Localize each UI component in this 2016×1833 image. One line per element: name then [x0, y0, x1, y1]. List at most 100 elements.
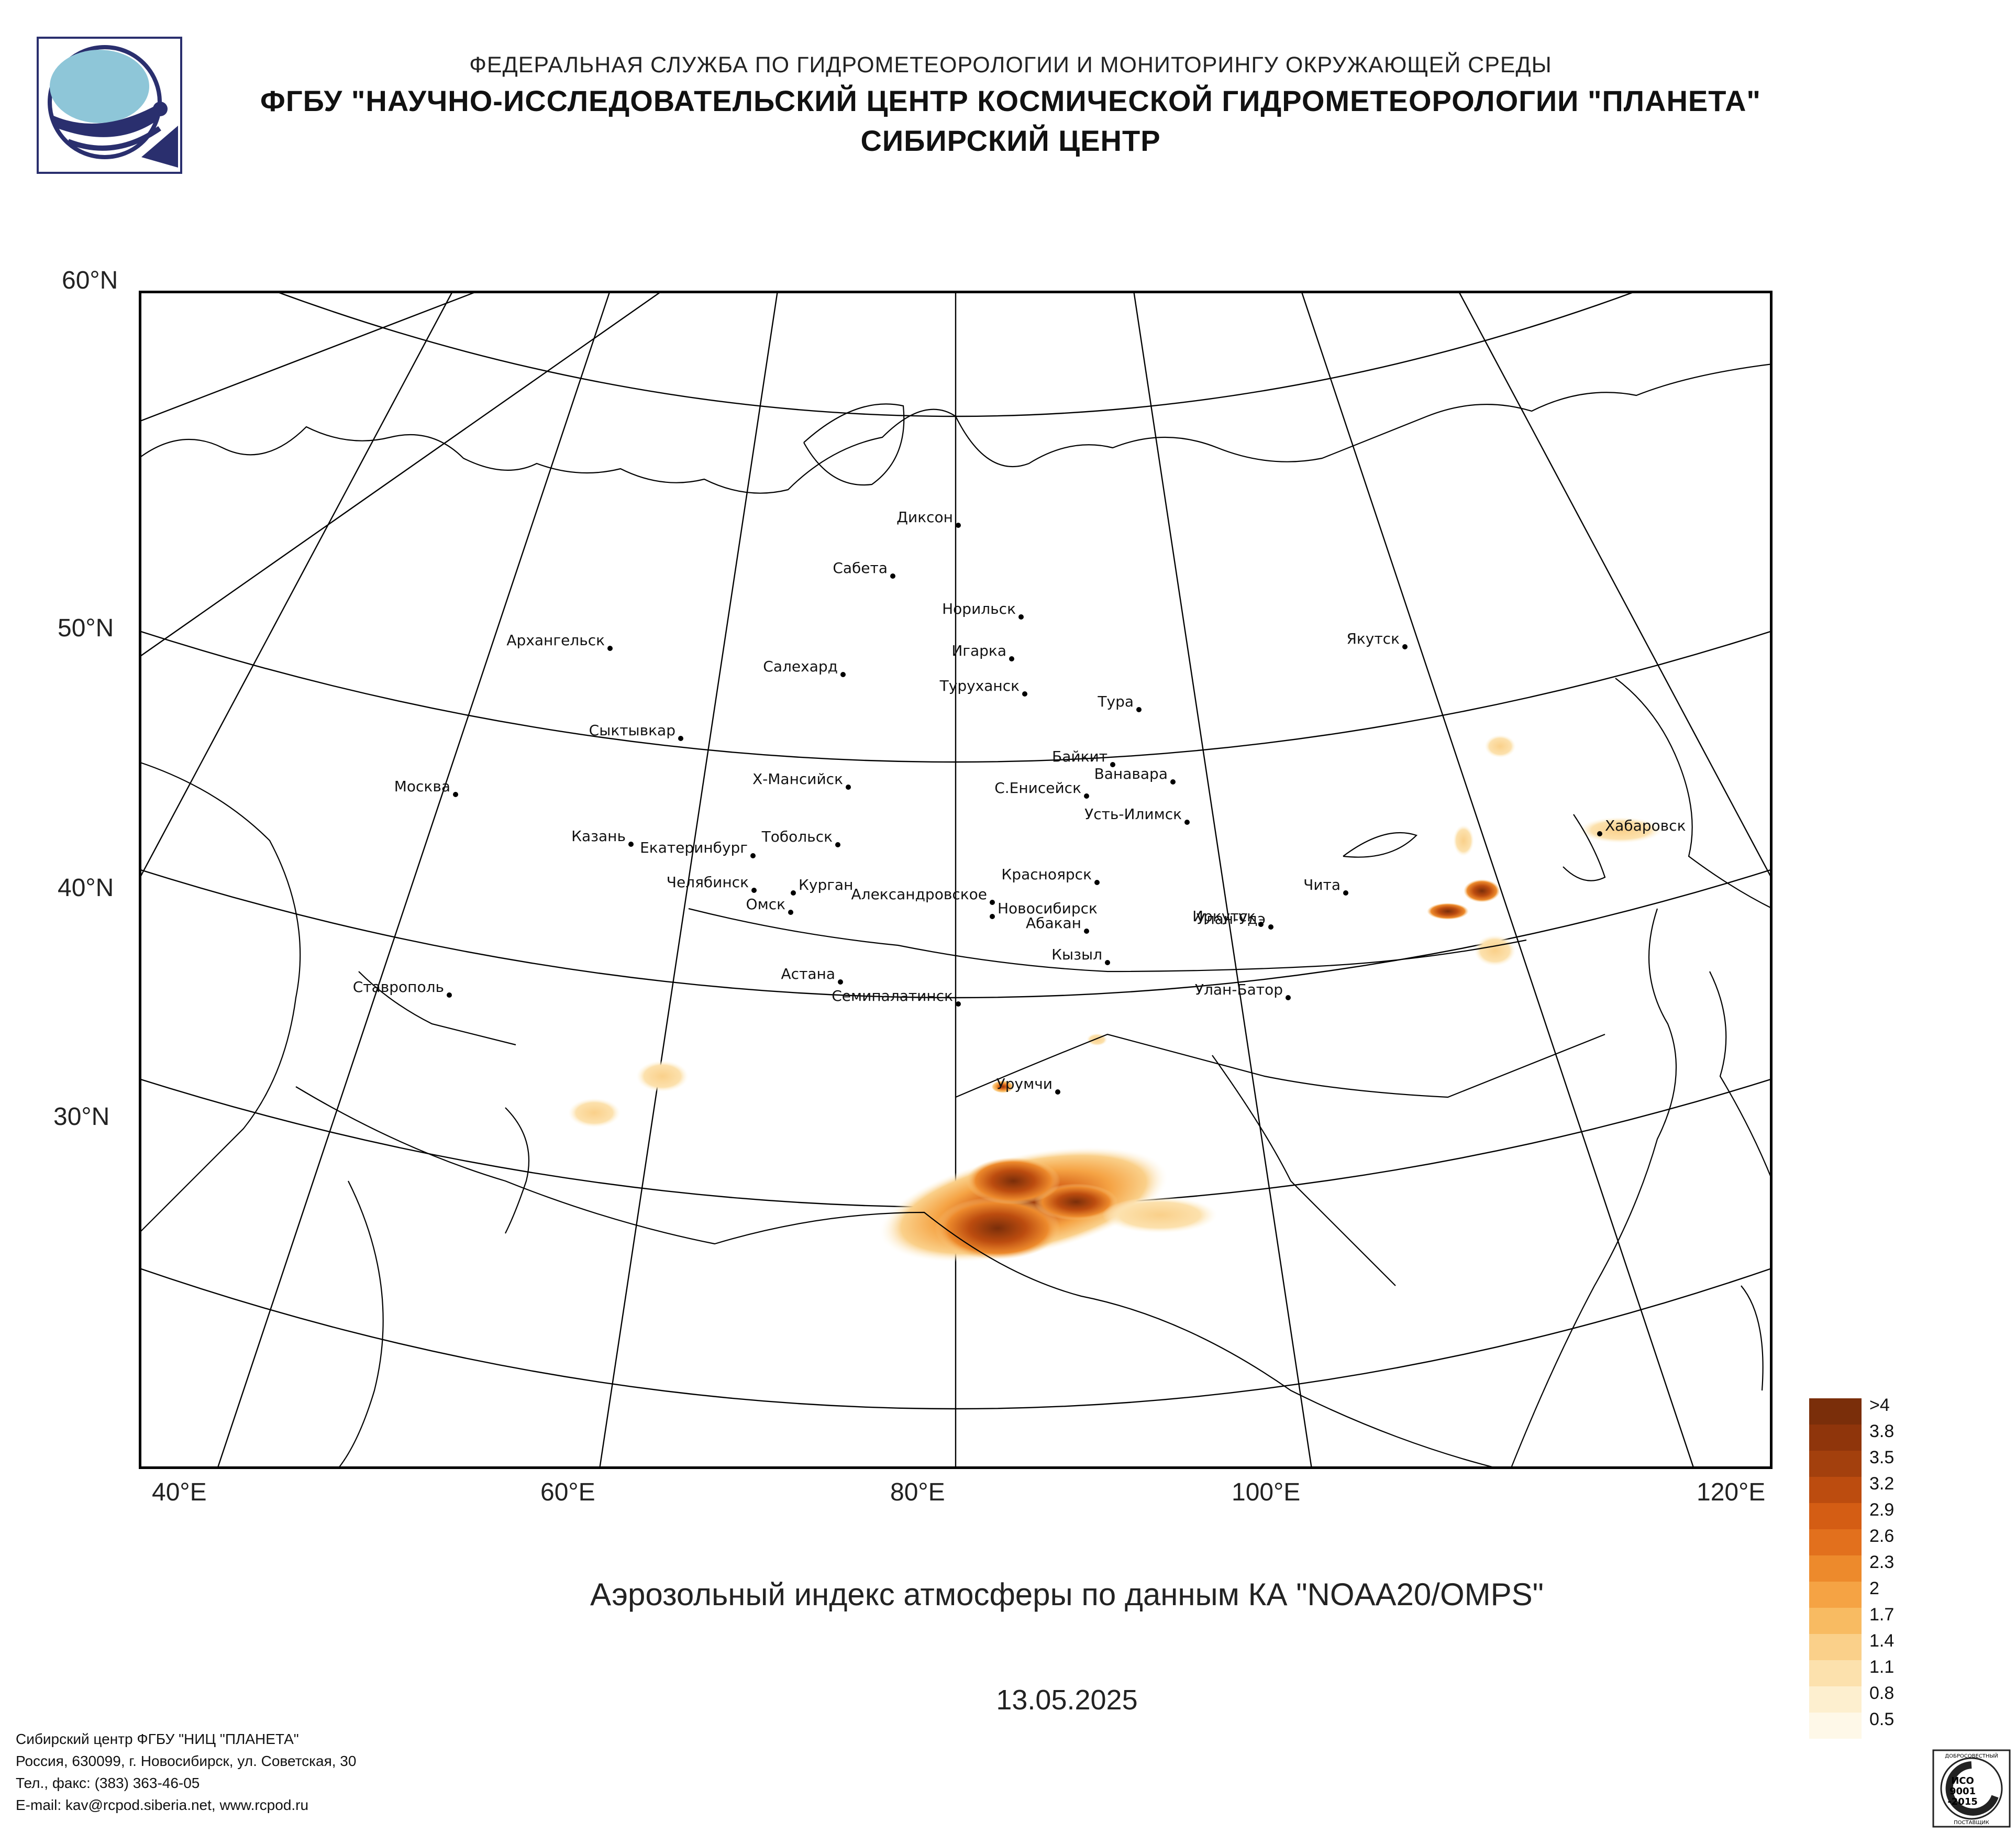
city-dot — [791, 890, 796, 896]
city-label: Иркутск — [1192, 908, 1256, 925]
city-label: Челябинск — [667, 874, 749, 891]
scale-swatch — [1809, 1398, 1862, 1425]
planeta-logo — [37, 37, 182, 174]
city-dot — [1286, 995, 1291, 1000]
city-dot — [1055, 1089, 1060, 1095]
lat-label-50: 50°N — [58, 614, 114, 642]
city-dot — [1018, 614, 1024, 620]
iso-line2: 9001 — [1949, 1786, 1976, 1797]
city-label: Тура — [1097, 693, 1134, 710]
city-label: Игарка — [951, 642, 1006, 659]
scale-swatch — [1809, 1634, 1862, 1660]
city-label: С.Енисейск — [994, 779, 1081, 797]
city-label: Байкит — [1052, 748, 1107, 765]
scale-swatch — [1809, 1425, 1862, 1451]
city-label: Якутск — [1346, 630, 1400, 647]
scale-label: 2.6 — [1869, 1526, 1895, 1546]
city-dot — [1110, 762, 1115, 767]
iso-badge: ДОБРОСОВЕСТНЫЙ ИСО 9001 -2015 ПОСТАВЩИК — [1932, 1749, 2011, 1828]
city-label: Улан-Батор — [1195, 981, 1283, 998]
city-label: Хабаровск — [1605, 817, 1686, 834]
footer-address: Россия, 630099, г. Новосибирск, ул. Сове… — [16, 1753, 357, 1769]
scale-swatch — [1809, 1529, 1862, 1555]
map-frame — [139, 291, 1773, 1469]
longitude-lines — [139, 291, 1773, 1469]
scale-label: 2.9 — [1869, 1500, 1895, 1520]
city-dot — [990, 914, 995, 919]
scale-label: 0.5 — [1869, 1709, 1895, 1729]
city-dot — [1084, 929, 1089, 934]
header-institute: ФГБУ "НАУЧНО-ИССЛЕДОВАТЕЛЬСКИЙ ЦЕНТР КОС… — [260, 84, 1761, 117]
city-label: Казань — [571, 827, 626, 845]
scale-label: 3.5 — [1869, 1448, 1895, 1467]
color-scale: >4 3.8 3.5 3.2 2.9 2.6 2.3 2 1.7 1.4 1.1 0.8 0.5 — [1809, 1395, 1951, 1739]
city-dot — [788, 910, 793, 915]
city-markers: Диксон Сабета Норильск Игарка Салехард Туруха… — [353, 509, 1686, 1095]
city-dot — [447, 992, 452, 998]
city-label: Норильск — [942, 600, 1016, 617]
scale-swatch — [1809, 1451, 1862, 1477]
scale-swatch — [1809, 1608, 1862, 1634]
city-dot — [1268, 924, 1273, 930]
scale-swatch — [1809, 1660, 1862, 1686]
city-label: Ванавара — [1094, 765, 1168, 782]
city-label: Красноярск — [1001, 866, 1092, 883]
iso-line3: -2015 — [1947, 1796, 1978, 1807]
city-dot — [1343, 890, 1348, 896]
scale-swatch — [1809, 1713, 1862, 1739]
city-dot — [1022, 691, 1027, 697]
lon-label-40: 40°E — [152, 1478, 207, 1506]
city-label: Архангельск — [506, 632, 605, 649]
lon-label-120: 120°E — [1697, 1478, 1766, 1506]
scale-swatch — [1809, 1582, 1862, 1608]
city-label: Екатеринбург — [640, 839, 748, 856]
city-dot — [1258, 922, 1264, 927]
city-dot — [750, 853, 756, 858]
city-label: Урумчи — [996, 1075, 1053, 1092]
scale-label: >4 — [1869, 1395, 1890, 1415]
city-dot — [840, 672, 846, 677]
scale-swatch — [1809, 1477, 1862, 1503]
footer-phone: Тел., факс: (383) 363-46-05 — [16, 1775, 200, 1791]
city-dot — [751, 888, 757, 893]
city-label: Астана — [781, 965, 835, 982]
map-caption: Аэрозольный индекс атмосферы по данным К… — [590, 1577, 1544, 1612]
lon-label-100: 100°E — [1232, 1478, 1301, 1506]
city-label: Тобольск — [761, 828, 833, 845]
city-dot — [838, 979, 843, 985]
lat-label-30: 30°N — [53, 1103, 110, 1131]
city-dot — [678, 736, 683, 741]
aerosol-map: Диксон Сабета Норильск Игарка Салехард Туруха… — [139, 291, 1773, 1469]
scale-label: 1.7 — [1869, 1605, 1895, 1625]
city-label: Сыктывкар — [589, 722, 675, 739]
scale-swatch — [1809, 1555, 1862, 1582]
city-label: Туруханск — [939, 677, 1020, 694]
scale-label: 2.3 — [1869, 1552, 1895, 1572]
city-label: Сабета — [833, 559, 888, 577]
scale-swatch — [1809, 1686, 1862, 1713]
city-dot — [1597, 831, 1602, 836]
iso-line1: ИСО — [1951, 1775, 1974, 1786]
city-dot — [1170, 779, 1176, 785]
header-center: СИБИРСКИЙ ЦЕНТР — [860, 124, 1161, 157]
footer-contacts: Сибирский центр ФГБУ "НИЦ "ПЛАНЕТА" Росс… — [16, 1728, 356, 1816]
scale-label: 1.1 — [1869, 1657, 1895, 1677]
city-dot — [890, 573, 895, 579]
city-dot — [990, 900, 995, 905]
city-label: Александровское — [851, 886, 987, 903]
scale-label: 3.2 — [1869, 1474, 1895, 1494]
lon-label-80: 80°E — [890, 1478, 945, 1506]
city-dot — [1084, 793, 1089, 799]
header-agency: ФЕДЕРАЛЬНАЯ СЛУЖБА ПО ГИДРОМЕТЕОРОЛОГИИ … — [469, 52, 1552, 78]
iso-top-text: ДОБРОСОВЕСТНЫЙ — [1945, 1752, 1998, 1759]
city-dot — [1184, 820, 1190, 825]
lat-label-40: 40°N — [58, 874, 114, 902]
city-label: Абакан — [1026, 914, 1081, 932]
city-label: Семипалатинск — [832, 987, 953, 1004]
city-label: Новосибирск — [998, 900, 1098, 917]
scale-label: 0.8 — [1869, 1683, 1895, 1703]
footer-org: Сибирский центр ФГБУ "НИЦ "ПЛАНЕТА" — [16, 1731, 299, 1747]
footer-email: E-mail: kav@rcpod.siberia.net, www.rcpod… — [16, 1797, 309, 1813]
city-label: Москва — [394, 778, 450, 795]
city-dot — [628, 842, 634, 847]
